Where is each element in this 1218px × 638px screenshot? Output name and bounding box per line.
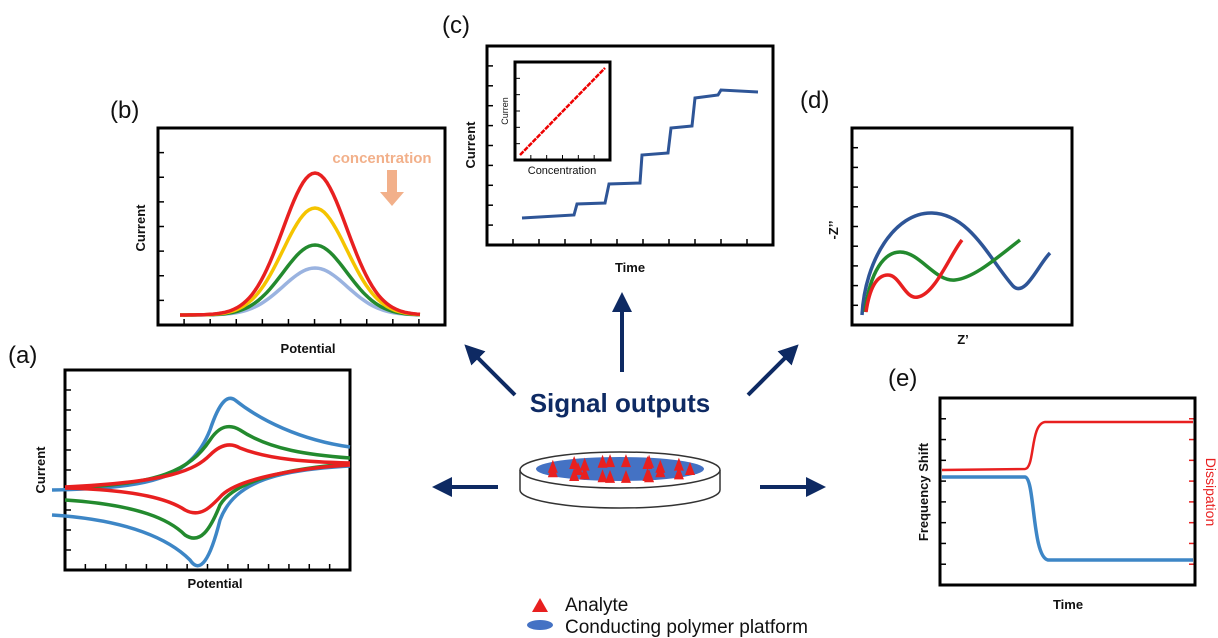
legend-marker <box>527 620 553 630</box>
y-axis-label: -Z’’ <box>826 220 841 239</box>
legend-label: Analyte <box>565 595 628 616</box>
y-axis-label: Current <box>133 204 148 252</box>
annotation: concentration <box>332 150 431 167</box>
y2-axis-label: Dissipation <box>1203 458 1218 526</box>
y-axis-label: Current <box>463 121 478 169</box>
center-title: Signal outputs <box>530 388 711 418</box>
curve <box>942 422 1193 470</box>
arrow <box>380 170 404 206</box>
inset-x-label: Concentration <box>528 165 597 177</box>
x-axis-label: Z’ <box>957 332 969 347</box>
curve <box>52 398 350 565</box>
panel-label: (a) <box>8 342 37 369</box>
legend-label: Conducting polymer platform <box>565 617 808 638</box>
curve <box>942 477 1193 560</box>
plot-frame <box>940 398 1195 585</box>
y-axis-label: Frequency Shift <box>916 442 931 541</box>
curve <box>65 445 350 513</box>
arrow <box>470 350 515 395</box>
curve <box>862 213 1050 315</box>
panel-label: (d) <box>800 87 829 114</box>
x-axis-label: Time <box>1053 597 1083 612</box>
panel-label: (e) <box>888 365 917 392</box>
x-axis-label: Potential <box>281 341 336 356</box>
step-curve <box>522 90 758 218</box>
x-axis-label: Potential <box>188 576 243 591</box>
y-axis-label: Current <box>33 446 48 494</box>
x-axis-label: Time <box>615 260 645 275</box>
figure: (b) Current Potential concentration (c) … <box>0 0 1218 638</box>
inset-line <box>520 68 605 155</box>
legend-marker <box>532 598 548 612</box>
inset-y-label: Curren <box>500 97 510 125</box>
panel-label: (c) <box>442 12 470 39</box>
arrow <box>748 350 793 395</box>
panel-label: (b) <box>110 97 139 124</box>
